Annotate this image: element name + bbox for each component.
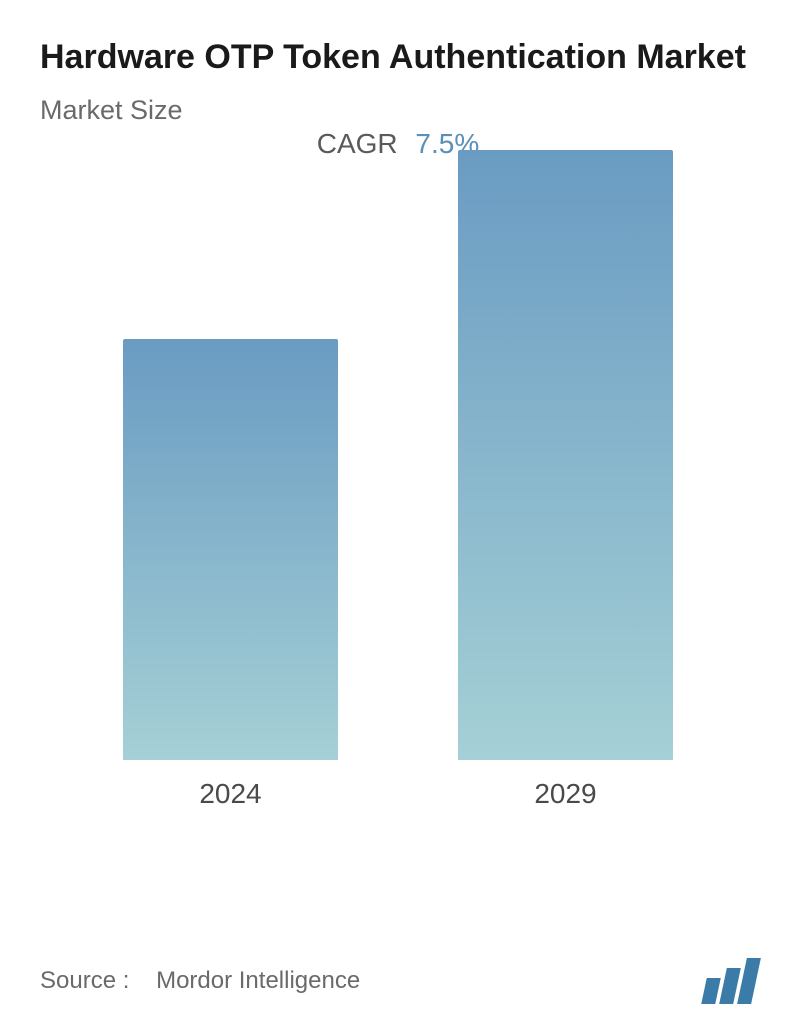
source-name: Mordor Intelligence xyxy=(156,967,360,994)
bar xyxy=(123,339,338,760)
bar-label: 2029 xyxy=(534,778,596,810)
brand-logo xyxy=(704,958,756,1004)
chart-subtitle: Market Size xyxy=(40,95,756,126)
chart-title: Hardware OTP Token Authentication Market xyxy=(40,36,756,79)
bar-group: 2029 xyxy=(458,150,673,810)
cagr-label: CAGR xyxy=(317,128,398,159)
chart-footer: Source : Mordor Intelligence xyxy=(40,958,756,1004)
chart-area: 2024 2029 xyxy=(40,190,756,870)
source-attribution: Source : Mordor Intelligence xyxy=(40,967,360,995)
source-prefix: Source : xyxy=(40,967,129,994)
bar-label: 2024 xyxy=(199,778,261,810)
logo-bar-icon xyxy=(737,958,761,1004)
bar xyxy=(458,150,673,760)
bars-container: 2024 2029 xyxy=(40,190,756,810)
logo-bar-icon xyxy=(701,978,721,1004)
bar-group: 2024 xyxy=(123,339,338,810)
